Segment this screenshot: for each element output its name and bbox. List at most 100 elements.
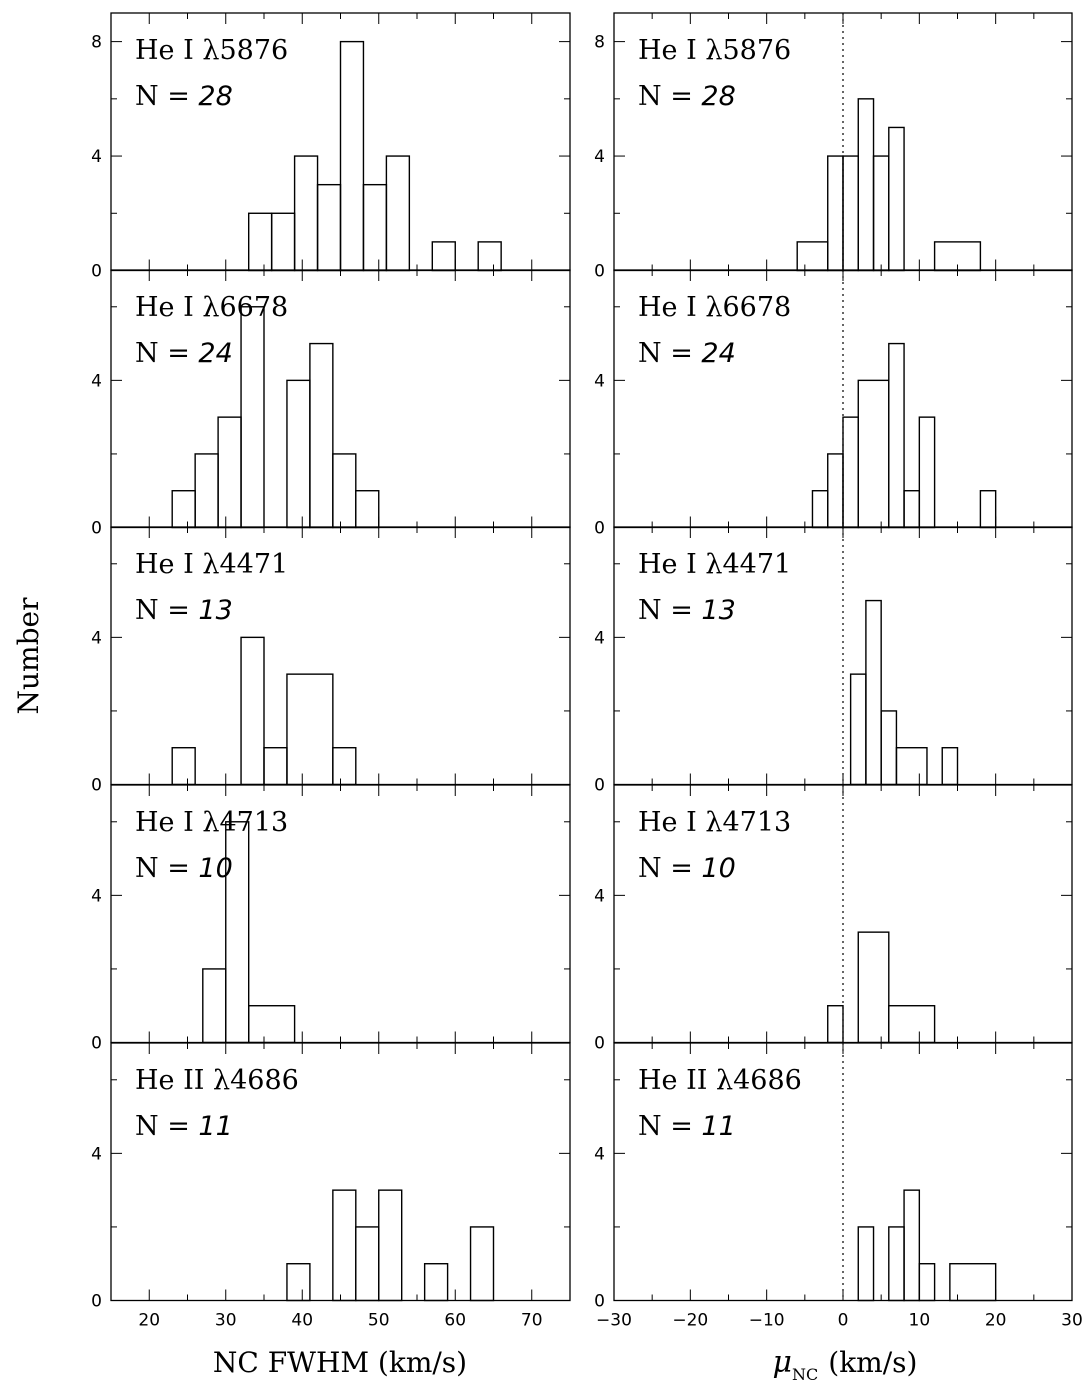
histogram-bar [477, 241, 502, 272]
panel-line-label: He II λ4686 [638, 1065, 802, 1096]
x-tick-label: 10 [909, 1311, 931, 1331]
histogram-bar [888, 1226, 905, 1302]
panel-1-left: 0 4 8 He I λ5876 N = 28 [91, 12, 571, 282]
histogram-bar [827, 453, 844, 529]
histogram-bar [880, 710, 898, 786]
x-tick-label: 30 [1061, 1311, 1083, 1331]
x-tick-label: −20 [672, 1311, 708, 1331]
panel-line-label: He I λ4713 [638, 807, 791, 838]
panel-line-label: He I λ5876 [638, 35, 791, 66]
panel-2-right: 0 4 He I λ6678 N = 24 [594, 269, 1073, 539]
histogram-bar [378, 1189, 403, 1302]
histogram-bar [423, 1263, 449, 1302]
panel-2-left: 0 4 He I λ6678 N = 24 [91, 269, 571, 539]
x-axis-label-right-symbol: μ [773, 1345, 793, 1380]
histogram-bar [194, 453, 219, 529]
histogram-bar [286, 1263, 311, 1302]
histogram-bar [865, 599, 882, 786]
histogram-bar [842, 155, 859, 272]
histogram-bar [857, 98, 875, 272]
histogram-bar [171, 747, 196, 786]
histogram-bar [293, 155, 319, 272]
y-tick-label: 8 [91, 33, 102, 53]
y-tick-label: 0 [91, 776, 102, 796]
x-tick-label: 40 [291, 1311, 313, 1331]
panel-count-label: N = 24 [638, 338, 736, 369]
y-tick-label: 4 [594, 371, 605, 391]
histogram-bar [217, 416, 242, 529]
panel-line-label: He I λ4471 [135, 549, 288, 580]
histogram-bar [263, 747, 288, 786]
histogram-bar [339, 40, 365, 272]
y-tick-label: 0 [91, 1292, 102, 1312]
histogram-bar [240, 636, 265, 786]
histogram-bar [202, 968, 227, 1044]
panel-line-label: He I λ4471 [638, 549, 791, 580]
histogram-bar [857, 931, 890, 1044]
histogram-bar [903, 490, 921, 529]
histogram-bar [849, 673, 867, 786]
x-tick-label: 20 [985, 1311, 1007, 1331]
histogram-bar [888, 126, 905, 272]
histogram-bar [469, 1226, 495, 1302]
panel-1-right: 0 4 8 He I λ5876 N = 28 [594, 12, 1073, 282]
panel-count-label: N = 10 [638, 853, 736, 884]
histogram-bar [332, 747, 357, 786]
y-tick-label: 4 [594, 147, 605, 167]
panel-grid: 0 4 8 He I λ5876 N = 28 0 4 8 He I λ5876 N = 28 0 4… [91, 12, 1083, 1331]
x-axis-label-right-unit: (km/s) [828, 1346, 917, 1379]
x-tick-label: 20 [138, 1311, 160, 1331]
panel-count-label: N = 28 [135, 81, 233, 112]
y-tick-label: 4 [91, 147, 102, 167]
y-tick-label: 4 [594, 1144, 605, 1164]
x-tick-label: 60 [444, 1311, 466, 1331]
x-axis-label-right: μNC (km/s) [773, 1345, 918, 1382]
histogram-bar [332, 453, 357, 529]
panel-count-value: 24 [701, 338, 735, 369]
panel-count-value: 28 [701, 81, 735, 112]
histogram-bar [355, 1226, 380, 1302]
y-tick-label: 4 [91, 628, 102, 648]
panel-count-value: 10 [198, 853, 232, 884]
panel-count-label: N = 11 [135, 1111, 233, 1142]
histogram-bar [796, 241, 829, 272]
y-tick-label: 0 [594, 1292, 605, 1312]
x-tick-label: 30 [215, 1311, 237, 1331]
panel-line-label: He I λ5876 [135, 35, 288, 66]
panel-count-label: N = 13 [135, 595, 233, 626]
panel-count-value: 10 [701, 853, 735, 884]
panel-count-prefix: N = [135, 853, 198, 884]
histogram-bar [247, 212, 273, 272]
histogram-bar [240, 306, 265, 529]
histogram-bar [949, 1263, 997, 1302]
histogram-bar [316, 183, 342, 272]
histogram-bar [332, 1189, 357, 1302]
histogram-bar [362, 183, 388, 272]
y-tick-label: 4 [91, 371, 102, 391]
histogram-bar [827, 1005, 844, 1044]
panel-count-value: 13 [198, 595, 232, 626]
histogram-bar [309, 342, 334, 529]
panel-count-label: N = 13 [638, 595, 736, 626]
panel-line-label: He I λ6678 [135, 292, 288, 323]
x-tick-label: 70 [521, 1311, 543, 1331]
panel-5-left: 20 30 40 50 60 70 0 4 He II λ4686 N = 11 [91, 1042, 571, 1331]
y-axis-label: Number [12, 597, 45, 715]
x-tick-label: 50 [368, 1311, 390, 1331]
histogram-bar [888, 1005, 936, 1044]
histogram-bar [857, 379, 890, 529]
panel-count-label: N = 24 [135, 338, 233, 369]
y-tick-label: 0 [594, 262, 605, 282]
panel-count-value: 28 [198, 81, 232, 112]
histogram-bar [872, 155, 890, 272]
histogram-bar [171, 490, 196, 529]
y-tick-label: 4 [91, 886, 102, 906]
histogram-bar [979, 490, 997, 529]
x-tick-label: −30 [596, 1311, 632, 1331]
panel-count-prefix: N = [135, 595, 198, 626]
histogram-bar [811, 490, 829, 529]
panel-4-right: 0 4 He I λ4713 N = 10 [594, 784, 1073, 1054]
panel-count-label: N = 10 [135, 853, 233, 884]
y-tick-label: 0 [91, 262, 102, 282]
panel-count-label: N = 11 [638, 1111, 736, 1142]
